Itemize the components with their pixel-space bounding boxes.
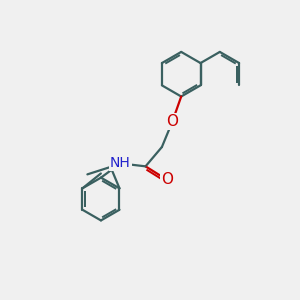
Text: O: O: [166, 114, 178, 129]
Text: NH: NH: [110, 156, 131, 170]
Text: O: O: [161, 172, 173, 187]
